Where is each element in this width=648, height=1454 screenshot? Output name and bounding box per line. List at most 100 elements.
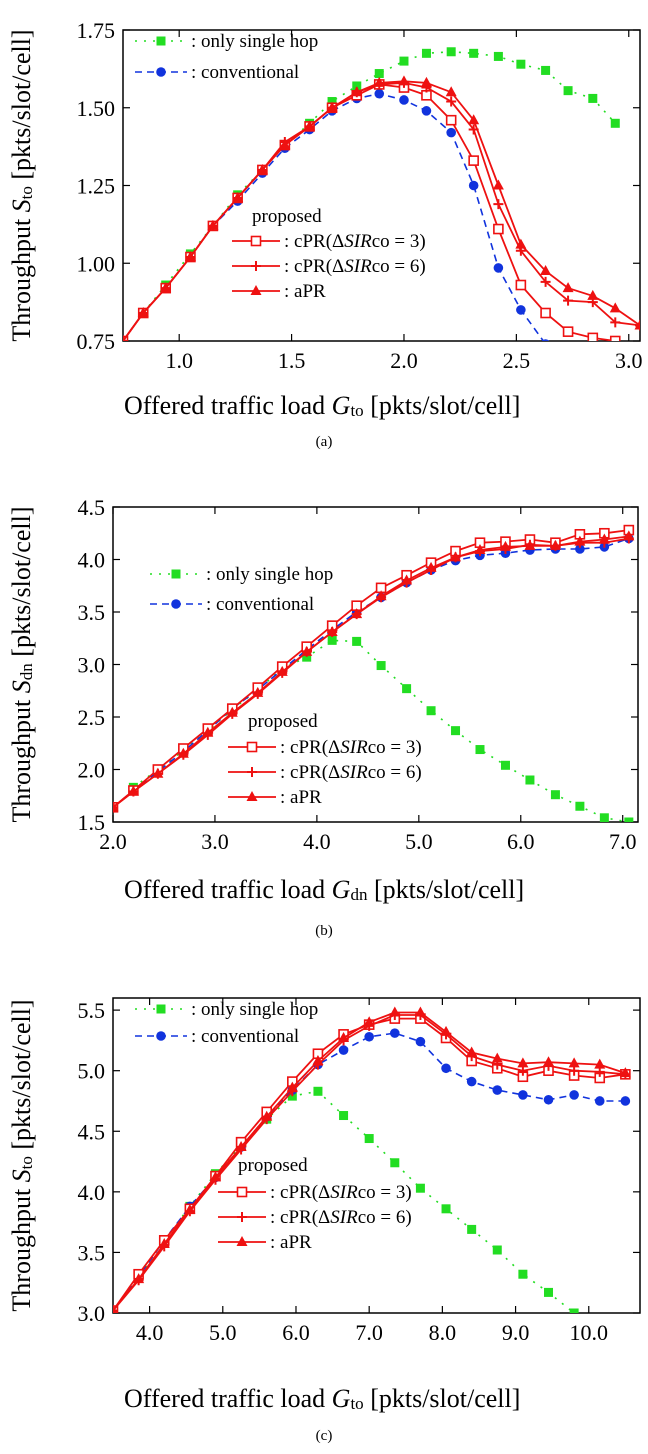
data-point-single <box>525 775 535 785</box>
legend-label: : cPR(ΔSIRco = 6) <box>270 1207 412 1228</box>
series-line-conv <box>113 1032 626 1312</box>
data-point-single <box>541 65 551 75</box>
data-point-apr <box>286 1081 298 1092</box>
legend-label: : aPR <box>270 1232 312 1253</box>
y-tick-label: 4.0 <box>78 1180 106 1205</box>
data-point-conv <box>466 1076 477 1087</box>
series-line-apr <box>113 535 629 809</box>
data-point-conv <box>338 1045 349 1055</box>
legend-marker-cpr3 <box>246 741 258 753</box>
x-tick-label: 2.5 <box>503 348 531 373</box>
data-point-single <box>544 1287 554 1297</box>
data-point-apr <box>619 1067 631 1078</box>
data-point-single <box>624 817 634 822</box>
x-tick-label: 10.0 <box>570 1320 609 1345</box>
x-tick-label: 2.0 <box>390 348 418 373</box>
data-point-apr <box>468 114 480 125</box>
x-tick-label: 3.0 <box>201 829 229 854</box>
data-point-single <box>492 1245 502 1255</box>
figure-caption: (b) <box>315 923 333 939</box>
legend-group-title: proposed <box>238 1155 308 1176</box>
legend-label: : only single hop <box>191 999 318 1020</box>
legend-marker-conv <box>156 67 166 77</box>
legend-marker-conv <box>171 599 181 609</box>
x-tick-label: 7.0 <box>355 1320 383 1345</box>
data-point-conv <box>446 127 456 138</box>
data-point-conv <box>493 263 504 273</box>
data-point-apr <box>113 801 119 812</box>
data-point-apr <box>466 1046 478 1057</box>
data-point-apr <box>562 282 574 293</box>
series-line-conv <box>123 92 545 341</box>
data-point-apr <box>276 665 288 676</box>
chart-panel-2: 2.0 3.0 4.0 5.0 6.0 7.01.52.02.53.03.54.04.5:… <box>7 495 639 939</box>
x-tick-label: 9.0 <box>502 1320 530 1345</box>
x-tick-label: 4.0 <box>303 829 331 854</box>
data-point-apr <box>414 1006 426 1017</box>
x-tick-label: 3.0 <box>615 348 643 373</box>
data-point-apr <box>524 539 536 550</box>
y-tick-label: 2.5 <box>78 705 106 730</box>
legend-marker-single <box>171 569 181 579</box>
chart-panel-3: 4.0 5.0 6.0 7.0 8.0 9.0 10.0 3.0 3.5 4.0 4.5 5.0 5.5… <box>7 997 641 1444</box>
legend-marker-cpr6 <box>237 1212 247 1222</box>
data-point-single <box>469 48 479 58</box>
data-point-conv <box>594 1096 605 1106</box>
legend-label: : aPR <box>284 281 326 302</box>
data-point-single <box>610 118 620 128</box>
data-point-single <box>446 47 456 57</box>
data-point-apr <box>517 1057 529 1068</box>
data-point-apr <box>160 282 172 293</box>
series-cpr3 <box>123 79 621 341</box>
data-point-apr <box>113 1304 118 1313</box>
data-point-apr <box>389 1006 401 1017</box>
x-tick-label: 2.0 <box>99 829 127 854</box>
data-point-cpr6 <box>610 317 621 328</box>
data-point-single <box>493 51 503 61</box>
data-point-single <box>599 813 609 822</box>
data-point-single <box>352 81 362 91</box>
data-point-single <box>569 1308 579 1313</box>
data-point-apr <box>312 1055 324 1065</box>
data-point-apr <box>540 265 552 276</box>
x-tick-label: 5.0 <box>209 1320 237 1345</box>
data-point-single <box>327 635 337 645</box>
data-point-conv <box>575 544 585 554</box>
legend-marker-cpr6 <box>251 261 261 271</box>
chart-panel-1: 1.0 1.5 2.0 2.5 3.0 0.75 1.00 1.25 1.50 1.75: onl… <box>7 18 643 450</box>
y-axis-title: Throughput Sto [pkts/slot/cell] <box>7 29 36 341</box>
data-point-single <box>390 1158 400 1168</box>
data-point-apr <box>152 767 164 778</box>
data-point-apr <box>127 785 139 796</box>
legend-label: : cPR(ΔSIRco = 3) <box>270 1182 412 1203</box>
data-point-single <box>402 684 412 694</box>
data-point-single <box>500 760 510 770</box>
figure-caption: (c) <box>316 1428 333 1444</box>
data-point-cpr6 <box>446 96 457 107</box>
series-apr <box>113 530 635 812</box>
data-point-apr <box>326 625 338 636</box>
series-line-apr <box>123 80 640 341</box>
data-point-conv <box>518 1090 528 1100</box>
data-point-conv <box>389 1028 400 1038</box>
legend-label: : conventional <box>191 1026 299 1047</box>
data-point-conv <box>541 339 550 341</box>
legend-label: : conventional <box>191 62 299 83</box>
data-point-apr <box>598 533 610 544</box>
data-point-apr <box>373 76 385 87</box>
data-point-apr <box>594 1058 606 1069</box>
data-point-apr <box>184 1204 196 1215</box>
x-axis-title: Offered traffic load Gto [pkts/slot/cell… <box>124 391 520 420</box>
data-point-single <box>374 69 384 79</box>
data-point-single <box>426 706 436 716</box>
data-point-conv <box>468 180 479 191</box>
data-point-conv <box>399 95 409 105</box>
legend-marker-apr <box>250 285 262 295</box>
data-point-apr <box>440 1025 452 1036</box>
data-point-cpr6 <box>113 802 118 813</box>
data-point-apr <box>184 251 196 262</box>
data-point-cpr3 <box>493 223 504 235</box>
legend-label: : aPR <box>280 787 322 808</box>
data-point-single <box>421 48 431 58</box>
data-point-cpr3 <box>540 307 551 319</box>
